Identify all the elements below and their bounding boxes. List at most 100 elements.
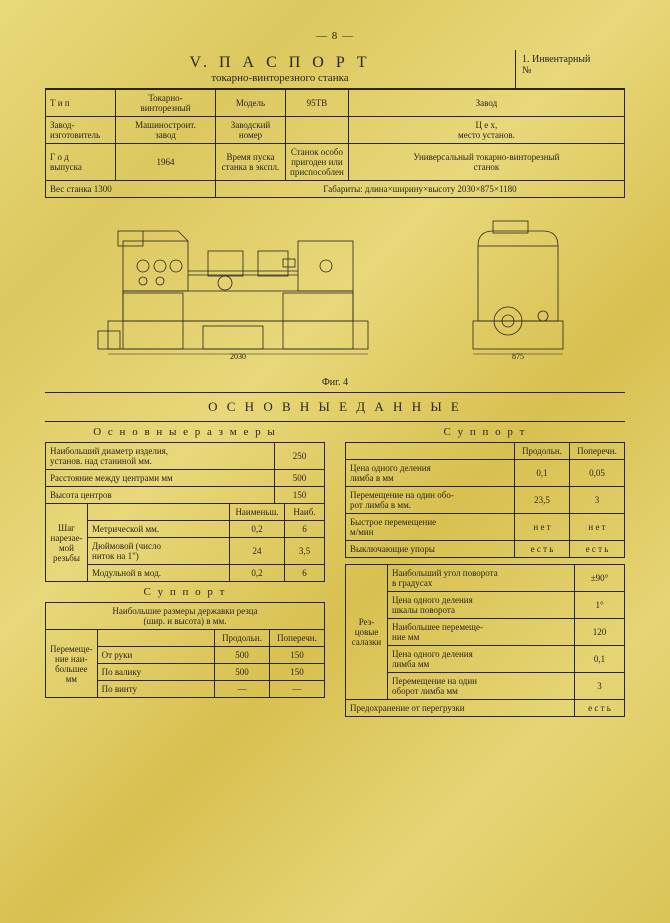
sA-r3-l: Выключающие упоры (346, 541, 515, 558)
sup-r1-l: По валику (97, 664, 214, 681)
cell-start-label: Время пуска станка в экспл. (216, 144, 286, 181)
sl-r2-l: Наибольшее перемеще- ние мм (388, 619, 575, 646)
sup-r2-a: — (215, 681, 270, 698)
support-header: Наибольшие размеры державки резца (шир. … (46, 603, 325, 630)
cell-dims: Габариты: длина×ширину×высоту 2030×875×1… (216, 181, 625, 198)
suppA-h1: Продольн. (515, 443, 570, 460)
header-left: V. П А С П О Р Т токарно-винторезного ст… (45, 50, 515, 88)
thread-r0-l: Метрической мм. (88, 521, 230, 538)
sA-r2-l: Быстрое перемещение м/мин (346, 514, 515, 541)
tool-slides-table: Рез- цовые салазки Наибольший угол повор… (345, 564, 625, 717)
sA-r1-b: 3 (570, 487, 625, 514)
lathe-front-drawing: 2030 (88, 211, 408, 361)
support-A-table: Продольн. Поперечн. Цена одного деления … (345, 442, 625, 558)
sl-r2-v: 120 (575, 619, 625, 646)
cell-year-label: Г о д выпуска (46, 144, 116, 181)
passport-title: V. П А С П О Р Т (45, 54, 515, 72)
dim-val-1: 500 (275, 470, 325, 487)
thread-r0-b: 6 (285, 521, 325, 538)
side-dim-label: 875 (512, 352, 524, 361)
dim-val-0: 250 (275, 443, 325, 470)
sA-r2-a: н е т (515, 514, 570, 541)
cell-universal-val: Универсальный токарно-винторезный станок (348, 144, 624, 181)
sA-r0-l: Цена одного деления лимба в мм (346, 460, 515, 487)
suppA-h2: Поперечн. (570, 443, 625, 460)
cell-suitable-label: Станок особо пригоден или приспособлен (286, 144, 349, 181)
inventory-no: № (522, 65, 532, 76)
sA-r1-a: 23,5 (515, 487, 570, 514)
thread-r0-a: 0,2 (230, 521, 285, 538)
left-support-table: Наибольшие размеры державки резца (шир. … (45, 602, 325, 698)
left-support-title: С у п п о р т (45, 582, 325, 602)
cell-maker-val: Машиностроит. завод (116, 117, 216, 144)
thread-h2: Наиб. (285, 504, 325, 521)
overload-v: е с т ь (575, 700, 625, 717)
slides-row-label: Рез- цовые салазки (346, 565, 388, 700)
sup-r2-b: — (270, 681, 325, 698)
support-h2: Поперечн. (270, 630, 325, 647)
sup-r0-a: 500 (215, 647, 270, 664)
sl-r3-v: 0,1 (575, 646, 625, 673)
cell-serial-val (286, 117, 349, 144)
thread-r2-b: 6 (285, 565, 325, 582)
sl-r0-v: ±90° (575, 565, 625, 592)
main-section-title: О С Н О В Н Ы Е Д А Н Н Ы Е (45, 393, 625, 421)
left-column: О с н о в н ы е р а з м е р ы Наибольший… (45, 422, 325, 717)
cell-year-val: 1964 (116, 144, 216, 181)
inventory-label: 1. Инвентарный (522, 54, 590, 65)
sup-r1-b: 150 (270, 664, 325, 681)
sl-r3-l: Цена одного деления лимба мм (388, 646, 575, 673)
cell-type-label: Т и п (46, 90, 116, 117)
passport-table: Т и п Токарно- винторезный Модель 95ТВ З… (45, 89, 625, 198)
sA-r1-l: Перемещение на один обо- рот лимба в мм. (346, 487, 515, 514)
sA-r0-a: 0,1 (515, 460, 570, 487)
thread-r1-a: 24 (230, 538, 285, 565)
sA-r3-a: е с т ь (515, 541, 570, 558)
cell-serial-label: Заводский номер (216, 117, 286, 144)
dim-label-1: Расстояние между центрами мм (46, 470, 275, 487)
dim-val-2: 150 (275, 487, 325, 504)
cell-weight: Вес станка 1300 (46, 181, 216, 198)
cell-maker-label: Завод- изготовитель (46, 117, 116, 144)
sl-r1-v: 1° (575, 592, 625, 619)
sup-r1-a: 500 (215, 664, 270, 681)
sup-r0-b: 150 (270, 647, 325, 664)
cell-shop-label: Ц е х, место установ. (348, 117, 624, 144)
overload-l: Предохранение от перегрузки (346, 700, 575, 717)
thread-table: Шаг нарезае- мой резьбы Наименьш. Наиб. … (45, 503, 325, 582)
thread-r2-a: 0,2 (230, 565, 285, 582)
inventory-box: 1. Инвентарный № (515, 50, 625, 88)
support-h1: Продольн. (215, 630, 270, 647)
thread-r1-b: 3,5 (285, 538, 325, 565)
cell-type-val: Токарно- винторезный (116, 90, 216, 117)
sl-r4-v: 3 (575, 673, 625, 700)
diagram-area: 2030 875 (45, 198, 625, 373)
right-column: С у п п о р т Продольн. Поперечн. Цена о… (345, 422, 625, 717)
support-row-label: Перемеще- ние наи- большее мм (46, 630, 98, 698)
thread-r1-l: Дюймовой (число ниток на 1") (88, 538, 230, 565)
sA-r0-b: 0,05 (570, 460, 625, 487)
sup-r2-l: По винту (97, 681, 214, 698)
lathe-side-drawing: 875 (453, 211, 583, 361)
sl-r1-l: Цена одного деления шкалы поворота (388, 592, 575, 619)
sA-r2-b: н е т (570, 514, 625, 541)
figure-label: Фиг. 4 (45, 377, 625, 388)
thread-h1: Наименьш. (230, 504, 285, 521)
basic-dims-table: Наибольший диаметр изделия, установ. над… (45, 442, 325, 504)
sup-r0-l: От руки (97, 647, 214, 664)
sl-r4-l: Перемещение на один оборот лимба мм (388, 673, 575, 700)
passport-subtitle: токарно-винторезного станка (45, 72, 515, 84)
thread-row-label: Шаг нарезае- мой резьбы (46, 504, 88, 582)
page-number: — 8 — (45, 30, 625, 42)
thread-r2-l: Модульной в мод. (88, 565, 230, 582)
left-col-title: О с н о в н ы е р а з м е р ы (45, 422, 325, 442)
sl-r0-l: Наибольший угол поворота в градусах (388, 565, 575, 592)
dim-label-2: Высота центров (46, 487, 275, 504)
right-col-title: С у п п о р т (345, 422, 625, 442)
header-row: V. П А С П О Р Т токарно-винторезного ст… (45, 50, 625, 89)
sA-r3-b: е с т ь (570, 541, 625, 558)
dim-label-0: Наибольший диаметр изделия, установ. над… (46, 443, 275, 470)
front-dim-label: 2030 (230, 352, 246, 361)
cell-model-val: 95ТВ (286, 90, 349, 117)
cell-factory-label: Завод (348, 90, 624, 117)
